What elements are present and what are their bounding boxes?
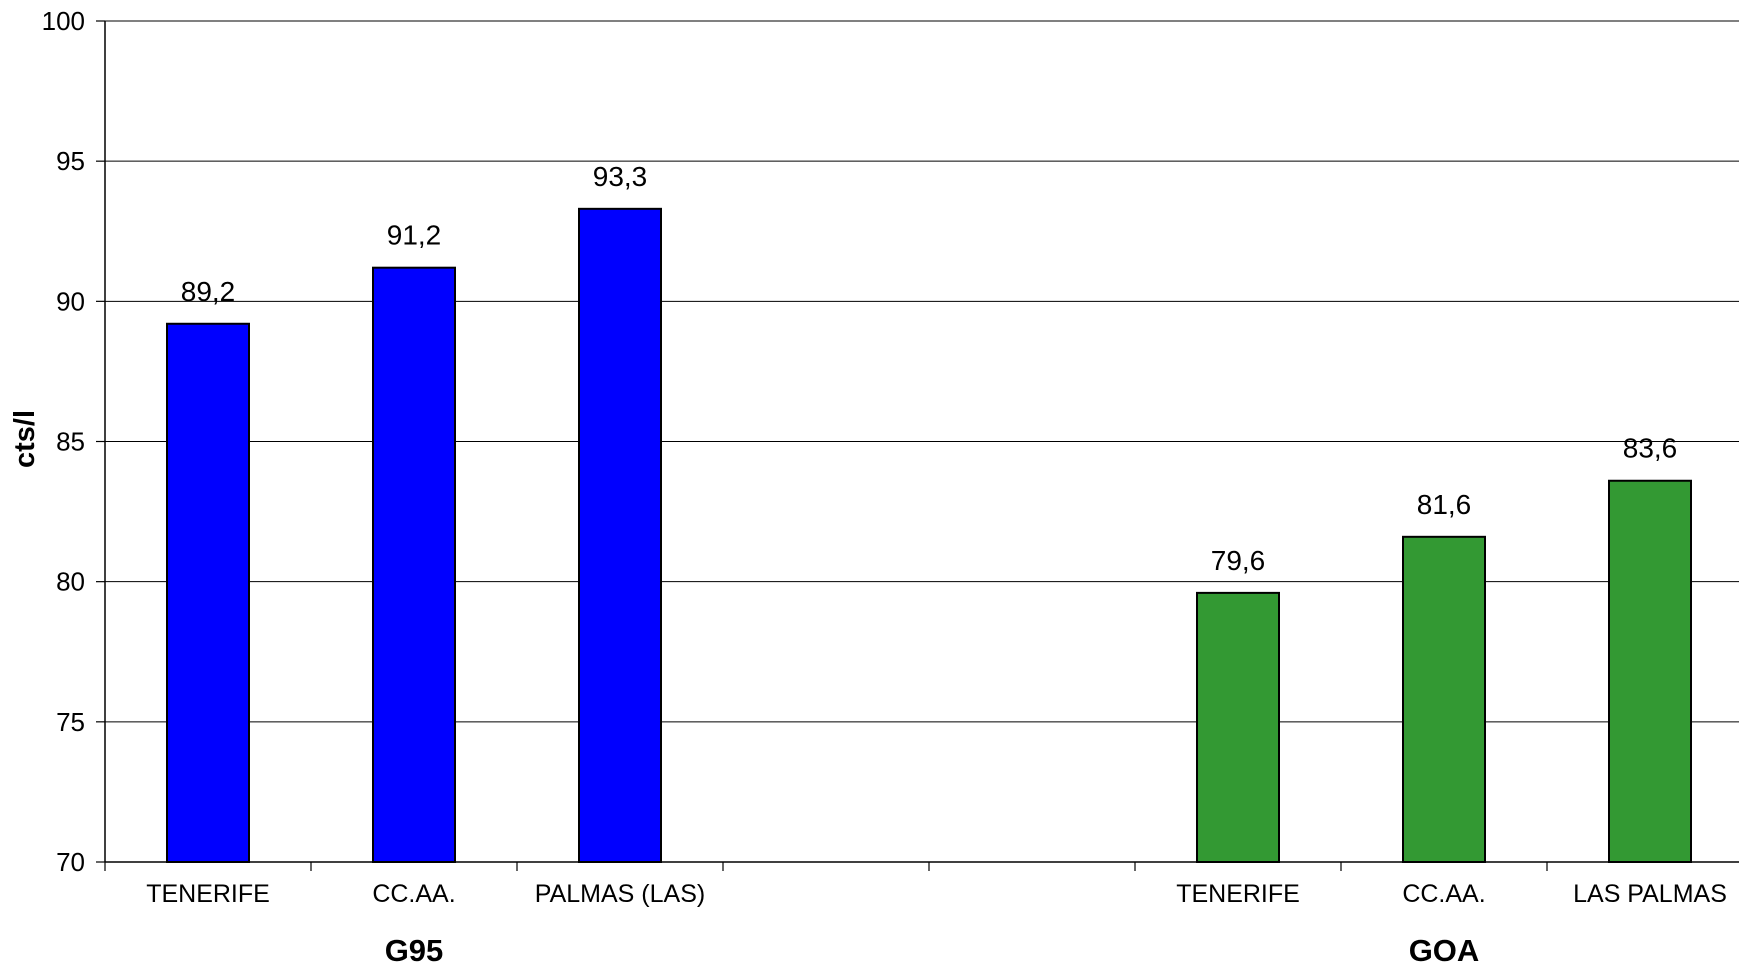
- data-label: 93,3: [593, 161, 648, 192]
- category-label: CC.AA.: [1402, 880, 1485, 908]
- data-label: 89,2: [181, 276, 236, 307]
- y-tick-label: 100: [42, 6, 85, 36]
- category-label: TENERIFE: [1176, 880, 1300, 908]
- bars: [166, 207, 1692, 864]
- labels: 70 75 80 85 90 95 100 89,2 TENERIFE 91,2 CC.AA. 93,…: [42, 6, 1727, 964]
- axes: [96, 20, 1739, 871]
- bar: [1196, 591, 1280, 863]
- category-label: PALMAS (LAS): [535, 880, 705, 908]
- y-axis-title: cts/l: [9, 410, 41, 468]
- bar: [1402, 535, 1486, 864]
- bar: [166, 322, 250, 863]
- bar: [578, 207, 662, 864]
- category-label: LAS PALMAS: [1573, 880, 1727, 908]
- y-tick-label: 95: [56, 146, 85, 176]
- data-label: 81,6: [1417, 489, 1472, 520]
- group-label: G95: [385, 933, 444, 964]
- y-tick-label: 90: [56, 286, 85, 316]
- y-tick-label: 75: [56, 707, 85, 737]
- data-label: 83,6: [1623, 433, 1678, 464]
- y-tick-label: 70: [56, 847, 85, 877]
- data-label: 91,2: [387, 220, 442, 251]
- bar: [372, 266, 456, 863]
- y-tick-label: 80: [56, 567, 85, 597]
- category-label: TENERIFE: [146, 880, 270, 908]
- bar: [1608, 479, 1692, 863]
- y-tick-label: 85: [56, 427, 85, 457]
- category-label: CC.AA.: [372, 880, 455, 908]
- data-label: 79,6: [1211, 545, 1266, 576]
- gridlines: [105, 20, 1739, 723]
- group-label: GOA: [1409, 933, 1480, 964]
